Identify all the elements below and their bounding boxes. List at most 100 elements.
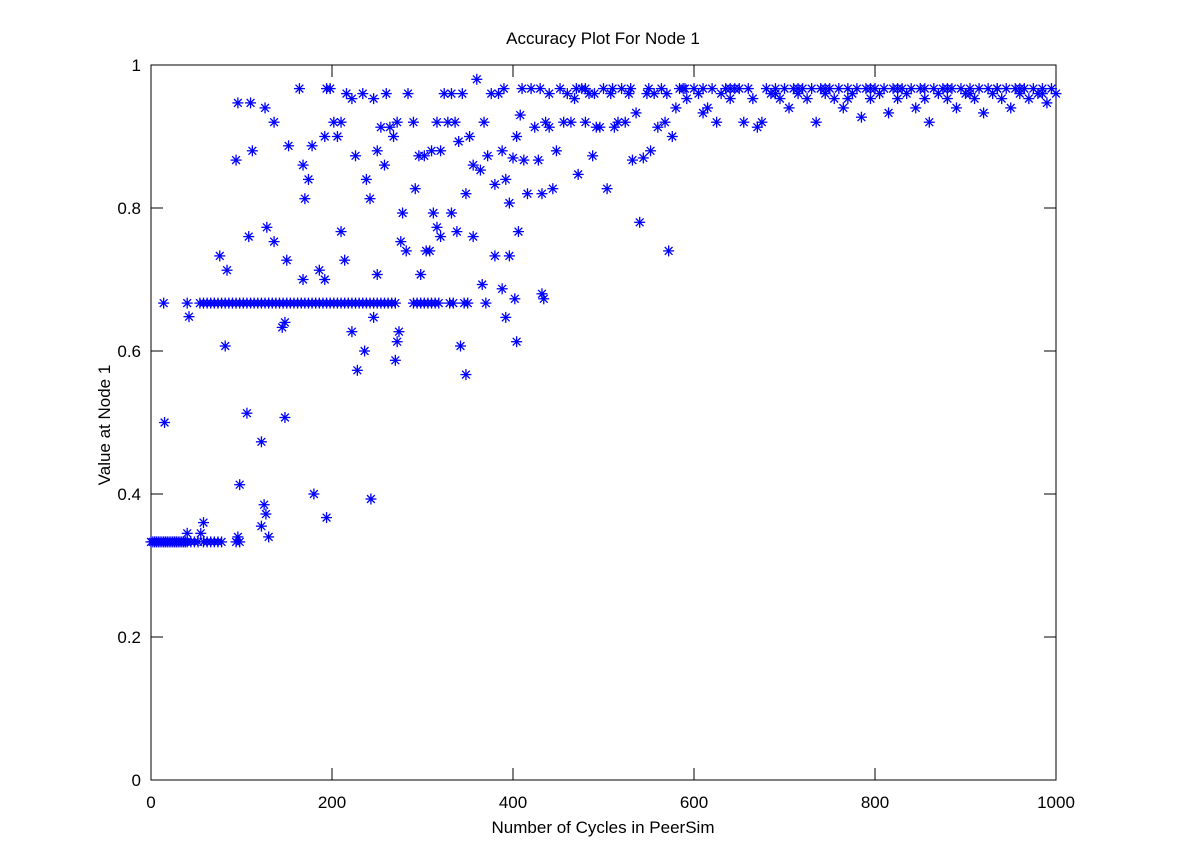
data-point [255,436,267,448]
data-point [851,83,863,95]
data-point [521,188,533,200]
data-point [324,83,336,95]
data-point [467,231,479,243]
x-tick-label: 400 [499,793,527,812]
data-point [819,83,831,95]
data-point [837,102,849,114]
y-tick-label: 1 [132,56,141,75]
data-point [246,145,258,157]
data-point [570,83,582,95]
data-point [371,268,383,280]
data-point [261,221,273,233]
data-point [579,116,591,128]
data-point [842,93,854,105]
data-point [511,336,523,348]
data-point [648,88,660,100]
x-axis-label: Number of Cycles in PeerSim [492,818,715,837]
data-point [260,508,272,520]
data-point [431,221,443,233]
data-point [864,83,876,95]
data-point [543,88,555,100]
data-point [464,131,476,142]
data-point [460,188,472,200]
data-point [255,520,267,532]
data-point [279,411,291,423]
data-point [346,93,358,105]
data-point [514,109,526,121]
data-point [371,145,383,157]
data-point [681,93,693,105]
data-point [409,183,421,195]
data-point [996,93,1008,105]
data-point [932,88,944,100]
data-point [742,83,754,95]
data-point [445,88,457,100]
data-point [368,93,380,105]
data-point [313,264,325,276]
data-point [388,131,400,142]
plot-frame [150,64,1057,781]
data-point [460,369,472,381]
data-point [516,83,528,95]
data-point [380,88,392,100]
data-point [536,188,548,200]
data-point [181,527,193,539]
data-point [445,207,457,219]
data-point [438,88,450,100]
data-point [402,88,414,100]
data-point [1014,83,1026,95]
data-point [259,102,271,114]
data-point [474,164,486,176]
data-point [364,193,376,205]
data-point [561,88,573,100]
data-point [864,93,876,105]
data-point [427,207,439,219]
data-point [500,311,512,323]
data-point [623,88,635,100]
data-point [498,83,510,95]
data-point [941,93,953,105]
data-point [391,116,403,128]
chart-title: Accuracy Plot For Node 1 [506,29,700,48]
data-point [509,293,521,305]
data-point [587,150,599,162]
data-point [393,326,405,338]
data-point [321,512,333,524]
data-point [221,264,233,276]
data-point [431,116,443,128]
data-point [365,493,377,505]
data-point [645,145,657,157]
data-point [158,297,170,309]
data-point [299,193,311,205]
data-point [234,536,246,548]
data-point [447,297,459,309]
data-point [747,93,759,105]
data-point [810,116,822,128]
data-point [455,340,467,352]
data-point [532,154,544,166]
data-point [268,116,280,128]
axis-ticks [150,64,1057,781]
data-point [547,183,559,195]
data-point [659,116,671,128]
data-point [489,250,501,262]
data-point [181,297,193,309]
data-point [565,116,577,128]
data-point [453,136,465,148]
data-point [1041,97,1053,109]
data-point [697,107,709,119]
x-tick-label: 600 [680,793,708,812]
data-point [359,345,371,357]
data-point [941,83,953,95]
data-point [232,97,244,109]
data-point [923,116,935,128]
data-point [467,159,479,171]
data-point [500,173,512,185]
data-point [679,83,691,95]
data-point [471,73,483,85]
data-point [435,145,447,157]
data-point [503,250,515,262]
data-point [435,231,447,243]
data-point [489,178,501,190]
data-point [357,88,369,100]
